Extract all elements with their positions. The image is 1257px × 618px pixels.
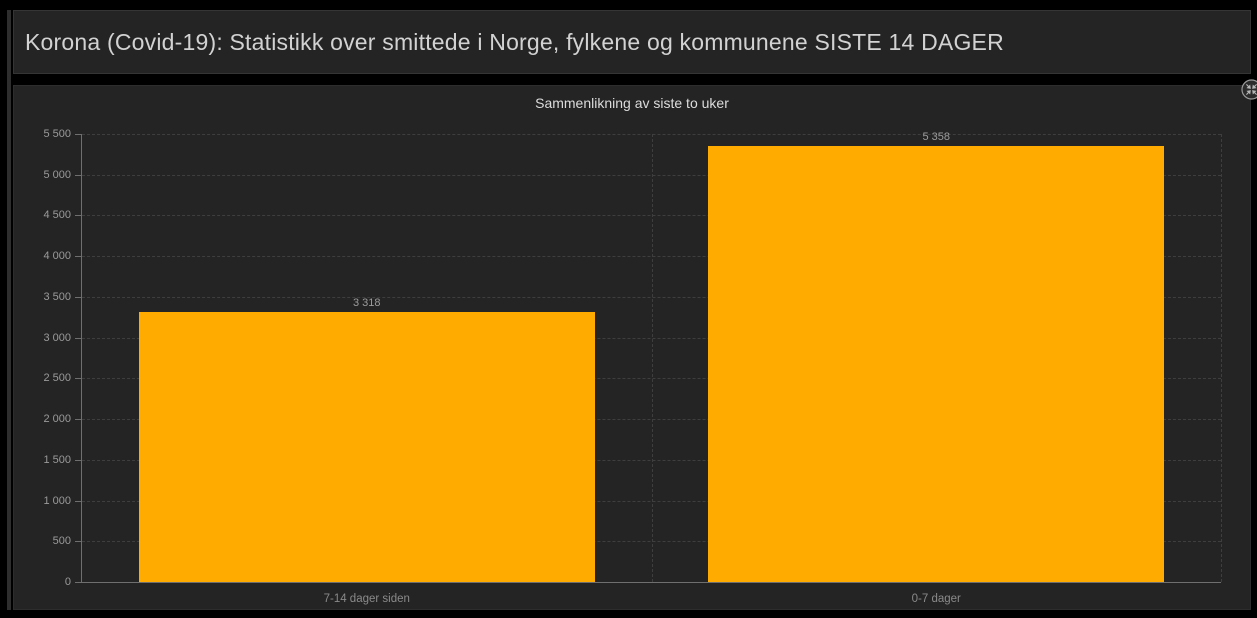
- panel-restore-button[interactable]: [1241, 79, 1257, 100]
- y-gridline: [82, 174, 1221, 176]
- y-gridline: [82, 500, 1221, 502]
- y-tick-label: 500: [52, 535, 71, 548]
- y-tick-label: 3 500: [43, 290, 71, 303]
- y-tick-label: 0: [64, 576, 71, 588]
- y-tick-mark: [75, 296, 82, 298]
- category-label: 7-14 dager siden: [323, 593, 410, 605]
- y-gridline: [82, 419, 1221, 421]
- y-tick-label: 1 000: [43, 494, 71, 507]
- y-gridline: [82, 378, 1221, 380]
- y-tick-mark: [75, 174, 82, 176]
- x-gridline: [652, 134, 653, 582]
- dashboard-title: Korona (Covid-19): Statistikk over smitt…: [25, 28, 1004, 55]
- y-tick-label: 5 500: [43, 128, 71, 140]
- y-tick-mark: [75, 459, 82, 461]
- y-tick-label: 2 000: [43, 413, 71, 426]
- bar-value-label: 3 318: [352, 296, 381, 309]
- y-tick-label: 4 000: [43, 250, 71, 263]
- y-tick-mark: [75, 256, 82, 258]
- y-tick-mark: [75, 582, 82, 583]
- y-tick-mark: [75, 541, 82, 543]
- y-gridline: [82, 337, 1221, 339]
- y-tick-mark: [75, 134, 82, 135]
- dashboard-header-panel: Korona (Covid-19): Statistikk over smitt…: [13, 10, 1251, 74]
- y-gridline: [82, 541, 1221, 543]
- y-gridline: [82, 296, 1221, 298]
- y-tick-mark: [75, 378, 82, 380]
- y-tick-mark: [75, 500, 82, 502]
- y-gridline: [82, 134, 1221, 135]
- y-tick-mark: [75, 215, 82, 217]
- chart-title: Sammenlikning av siste to uker: [535, 95, 729, 111]
- collapse-arrows-icon: [1241, 79, 1257, 100]
- bar-1[interactable]: [139, 312, 595, 582]
- bar-value-label: 5 358: [922, 130, 951, 143]
- y-tick-label: 3 000: [43, 331, 71, 344]
- y-tick-mark: [75, 419, 82, 421]
- left-edge-strip: [7, 10, 11, 610]
- y-gridline: [82, 215, 1221, 217]
- y-tick-label: 2 500: [43, 372, 71, 385]
- bar-chart-plot-area: 0 500 1 000 1 500 2 000 2 500 3 000 3 500 4 000 4…: [43, 128, 1222, 605]
- y-gridline: [82, 256, 1221, 258]
- category-label: 0-7 dager: [911, 593, 961, 605]
- y-tick-mark: [75, 337, 82, 339]
- chart-panel: Sammenlikning av siste to uker 0 500 1 000…: [13, 79, 1257, 610]
- y-gridline: [82, 459, 1221, 461]
- y-tick-label: 5 000: [43, 168, 71, 181]
- y-tick-label: 4 500: [43, 209, 71, 222]
- bar-2[interactable]: [708, 146, 1164, 582]
- y-tick-label: 1 500: [43, 453, 71, 466]
- x-gridline: [1221, 134, 1222, 582]
